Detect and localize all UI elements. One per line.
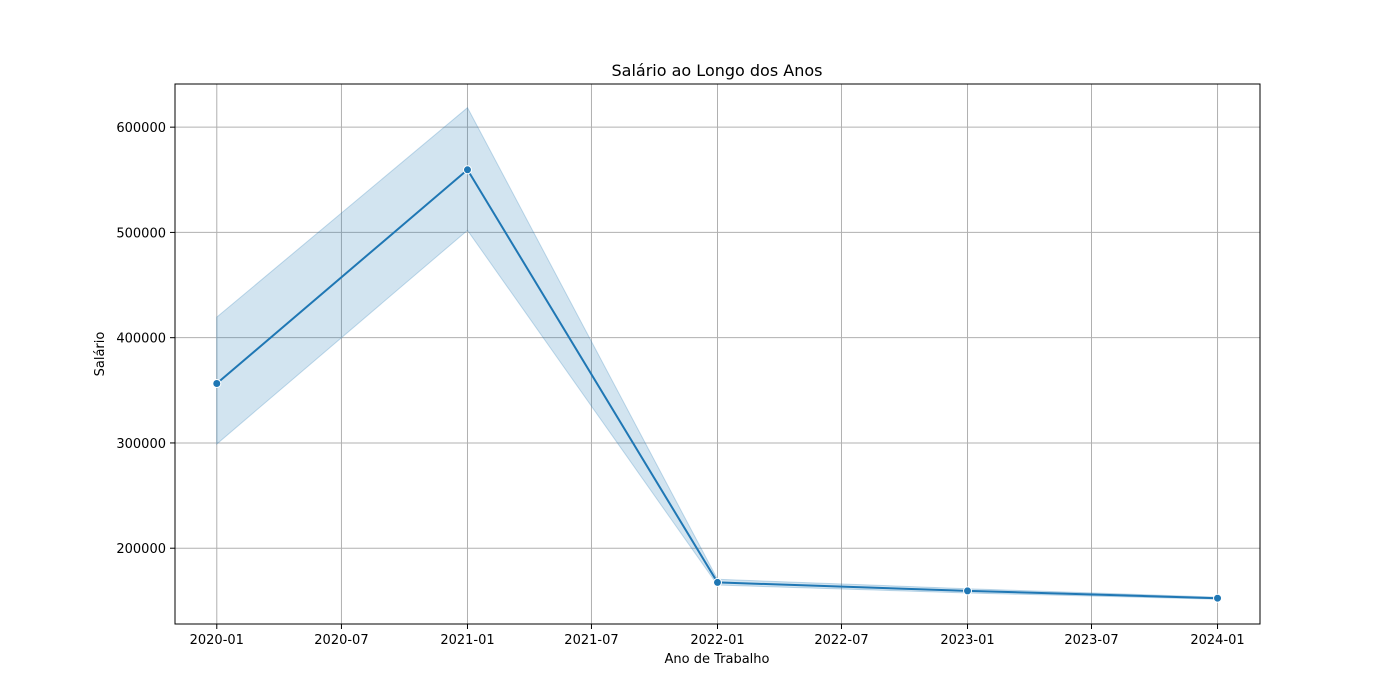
y-axis-label: Salário [93, 332, 108, 377]
data-point [212, 378, 222, 388]
x-tick-label: 2021-07 [564, 633, 618, 648]
y-tick-label: 600000 [116, 121, 166, 136]
data-point [1213, 593, 1223, 603]
y-axis-ticks: 200000 300000 400000 500000 600000 [116, 121, 175, 557]
chart-title: Salário ao Longo dos Anos [612, 61, 823, 80]
y-tick-label: 400000 [116, 332, 166, 347]
x-axis-label: Ano de Trabalho [665, 652, 770, 667]
x-axis-ticks: 2020-01 2020-07 2021-01 2021-07 2022-01 2022-… [190, 624, 1245, 648]
x-tick-label: 2020-01 [190, 633, 244, 648]
y-tick-label: 200000 [116, 542, 166, 557]
x-tick-label: 2024-01 [1190, 633, 1244, 648]
data-point [713, 577, 722, 587]
x-tick-label: 2023-01 [940, 633, 994, 648]
y-tick-label: 500000 [116, 226, 166, 241]
x-tick-label: 2022-01 [690, 633, 744, 648]
x-tick-label: 2022-07 [814, 633, 868, 648]
x-tick-label: 2023-07 [1064, 633, 1118, 648]
series-markers [212, 165, 1223, 603]
data-point [963, 586, 973, 596]
data-point [462, 165, 472, 175]
x-tick-label: 2020-07 [314, 633, 368, 648]
x-tick-label: 2021-01 [440, 633, 494, 648]
y-tick-label: 300000 [116, 437, 166, 452]
